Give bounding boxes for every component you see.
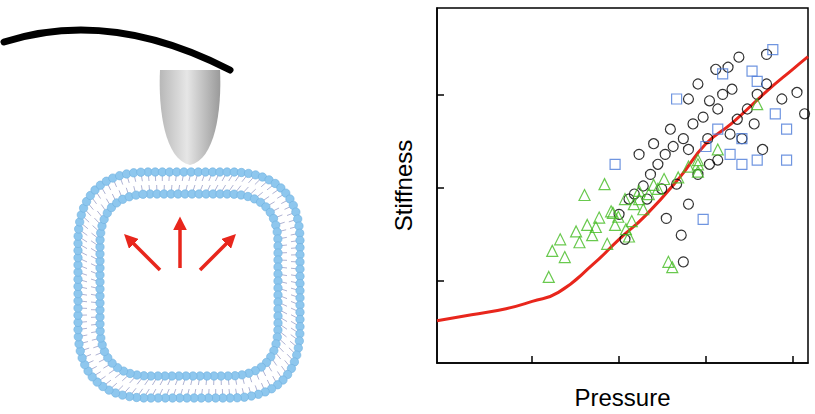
svg-text:Stiffness: Stiffness	[390, 140, 417, 232]
svg-text:Pressure: Pressure	[574, 384, 670, 411]
